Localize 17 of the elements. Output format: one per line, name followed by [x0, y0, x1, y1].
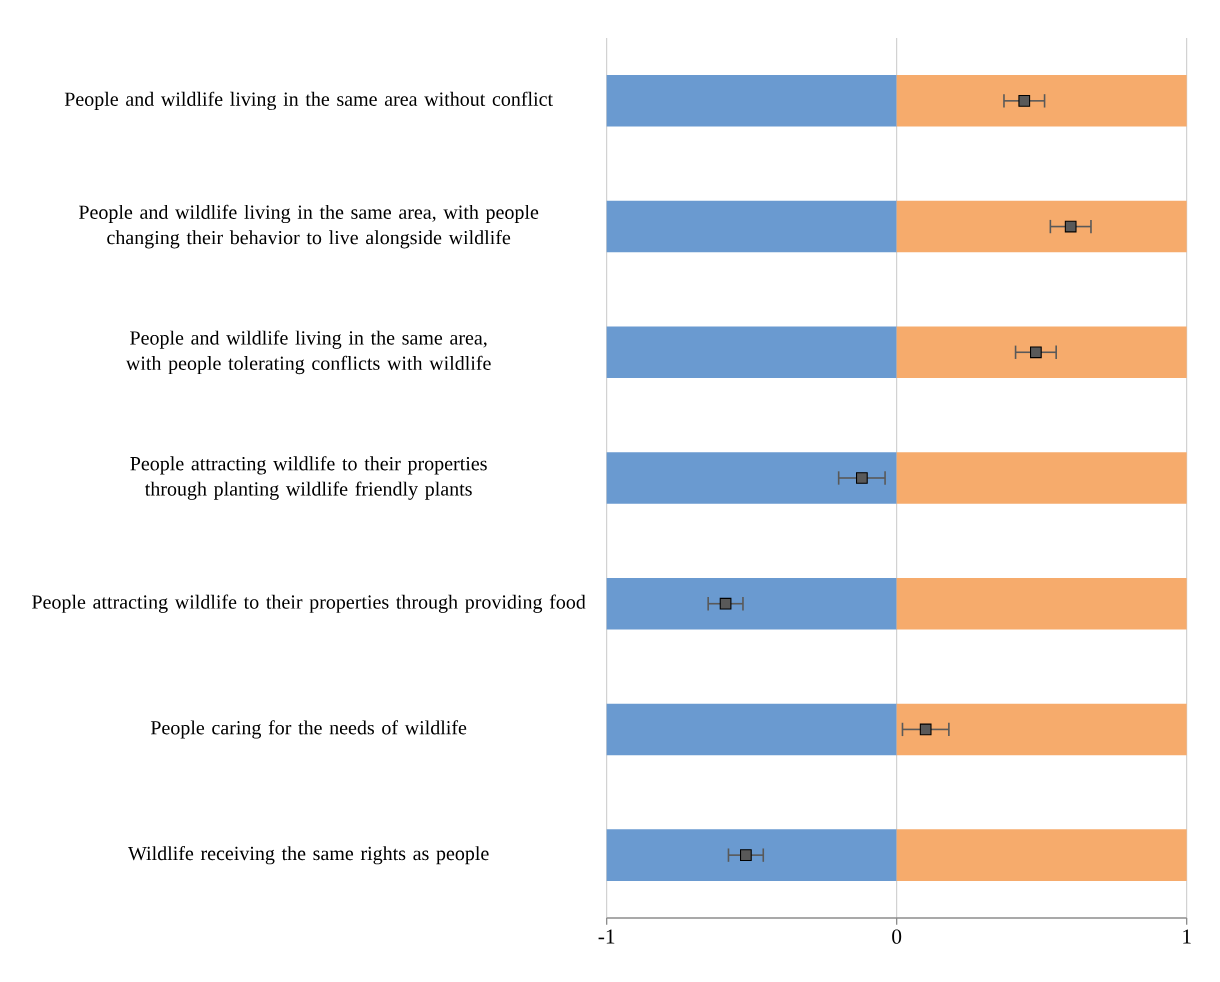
point — [719, 597, 732, 610]
point — [1018, 94, 1031, 107]
y-tick-label: People and wildlife living in the same area, with people tolerating conflicts with wildlife — [125, 330, 491, 375]
x-tick-label: 0 — [892, 929, 902, 944]
x-tick-label: -1 — [598, 929, 615, 944]
point — [1064, 220, 1077, 233]
y-tick-label: People attracting wildlife to their properties through providing food — [32, 594, 586, 613]
x-tick-label: 1 — [1183, 929, 1191, 944]
y-tick-label: Wildlife receiving the same rights as people — [127, 845, 489, 865]
point — [1030, 346, 1042, 359]
point — [740, 849, 752, 862]
y-tick-label: People and wildlife living in the same area without conflict — [64, 91, 553, 111]
y-tick-label: People attracting wildlife to their properties through planting wildlife friendly plants — [130, 456, 487, 500]
y-tick-label: People and wildlife living in the same area, with people changing their behavior to live alongside wildlife — [78, 204, 539, 249]
y-tick-label: People caring for the needs of wildlife — [150, 720, 467, 739]
point — [856, 472, 868, 484]
point — [919, 723, 932, 736]
